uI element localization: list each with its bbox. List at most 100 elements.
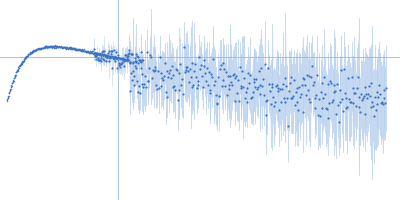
Point <box>121 58 127 61</box>
Point <box>159 76 166 80</box>
Point <box>283 84 290 87</box>
Point <box>80 48 86 51</box>
Point <box>265 67 271 70</box>
Point <box>177 63 184 66</box>
Point <box>10 80 16 83</box>
Point <box>125 59 132 62</box>
Point <box>119 60 126 63</box>
Point <box>208 73 214 76</box>
Point <box>6 94 12 97</box>
Point <box>115 64 122 67</box>
Point <box>50 45 57 49</box>
Point <box>104 53 110 57</box>
Point <box>264 99 270 102</box>
Point <box>38 46 45 50</box>
Point <box>41 45 48 48</box>
Point <box>84 50 91 53</box>
Point <box>321 76 327 79</box>
Point <box>230 73 237 76</box>
Point <box>352 91 358 95</box>
Point <box>42 46 48 50</box>
Point <box>80 49 86 52</box>
Point <box>142 74 148 77</box>
Point <box>36 47 42 50</box>
Point <box>96 53 102 56</box>
Point <box>56 46 63 49</box>
Point <box>189 86 196 89</box>
Point <box>121 64 127 67</box>
Point <box>16 64 22 67</box>
Point <box>77 49 84 52</box>
Point <box>83 51 90 54</box>
Point <box>107 52 114 56</box>
Point <box>125 59 132 62</box>
Point <box>224 93 230 96</box>
Point <box>72 49 79 52</box>
Point <box>102 55 109 58</box>
Point <box>18 62 24 65</box>
Point <box>120 57 127 60</box>
Point <box>26 53 32 56</box>
Point <box>59 46 66 49</box>
Point <box>23 56 29 59</box>
Point <box>114 67 120 70</box>
Point <box>97 53 104 56</box>
Point <box>160 79 166 82</box>
Point <box>4 97 11 100</box>
Point <box>5 96 11 100</box>
Point <box>329 100 335 103</box>
Point <box>101 53 107 56</box>
Point <box>26 52 32 55</box>
Point <box>33 48 40 51</box>
Point <box>33 48 40 52</box>
Point <box>120 58 126 61</box>
Point <box>132 60 138 63</box>
Point <box>58 45 64 49</box>
Point <box>124 58 131 61</box>
Point <box>358 92 364 96</box>
Point <box>117 62 123 65</box>
Point <box>75 47 81 50</box>
Point <box>334 82 340 85</box>
Point <box>32 49 39 52</box>
Point <box>131 56 138 60</box>
Point <box>130 62 136 65</box>
Point <box>123 57 130 61</box>
Point <box>357 110 364 113</box>
Point <box>20 59 26 63</box>
Point <box>137 91 143 94</box>
Point <box>104 55 111 58</box>
Point <box>135 56 142 59</box>
Point <box>82 50 89 53</box>
Point <box>26 52 32 56</box>
Point <box>10 79 17 82</box>
Point <box>232 76 239 79</box>
Point <box>67 46 74 49</box>
Point <box>102 53 108 57</box>
Point <box>78 48 84 51</box>
Point <box>326 101 332 104</box>
Point <box>116 56 122 60</box>
Point <box>213 103 220 106</box>
Point <box>126 51 132 54</box>
Point <box>83 49 89 52</box>
Point <box>35 47 41 50</box>
Point <box>115 58 122 61</box>
Point <box>51 45 57 49</box>
Point <box>174 68 180 71</box>
Point <box>339 98 345 101</box>
Point <box>145 80 152 83</box>
Point <box>93 54 100 57</box>
Point <box>124 58 130 61</box>
Point <box>26 52 33 55</box>
Point <box>319 106 326 110</box>
Point <box>130 70 136 73</box>
Point <box>173 67 179 71</box>
Point <box>93 51 100 55</box>
Point <box>118 57 124 61</box>
Point <box>132 53 139 56</box>
Point <box>90 51 96 54</box>
Point <box>341 68 347 71</box>
Point <box>236 99 242 102</box>
Point <box>266 82 272 85</box>
